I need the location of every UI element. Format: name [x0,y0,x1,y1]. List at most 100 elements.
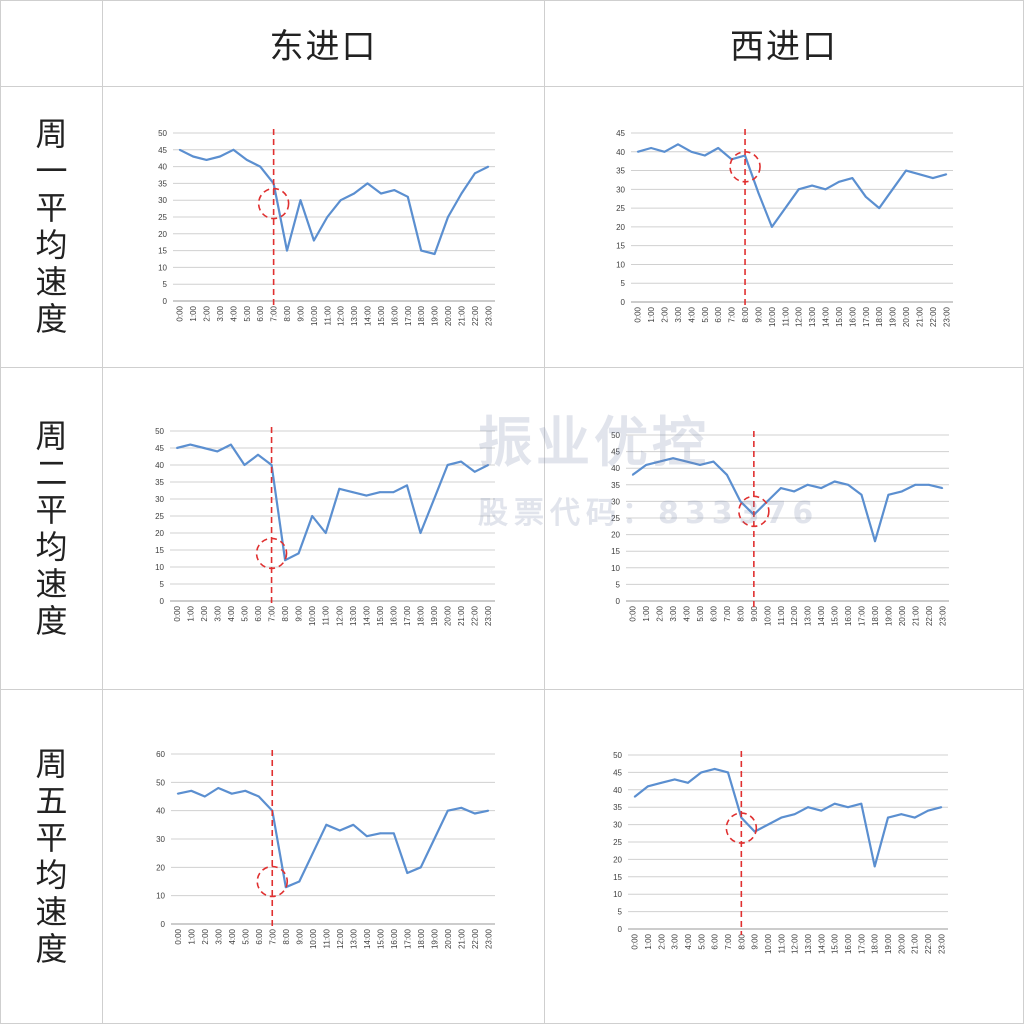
series-line [179,148,489,256]
y-tick-label: 20 [616,223,625,232]
data-point [927,809,929,812]
y-tick-label: 35 [611,481,620,490]
row-header-tuesday-label: 周二平均速度 [35,416,68,640]
data-point [446,809,449,812]
y-tick-label: 25 [155,512,164,521]
data-point [807,806,809,809]
data-point [286,249,288,252]
series-line [177,786,489,889]
x-tick-label: 3:00 [669,605,678,621]
data-point [685,460,688,463]
data-point [203,795,206,798]
y-tick-label: 5 [163,280,168,289]
data-point [338,829,341,832]
x-tick-label: 6:00 [256,305,265,321]
x-tick-label: 15:00 [835,306,844,327]
column-header-east-label: 东进口 [269,27,378,67]
data-point [727,771,729,774]
x-tick-label: 12:00 [337,305,346,326]
y-tick-label: 5 [621,279,626,288]
data-point [311,852,314,855]
y-tick-label: 45 [616,129,625,138]
data-point [833,480,836,483]
x-tick-label: 6:00 [255,928,264,944]
data-point [699,463,701,466]
data-point [299,199,302,202]
x-tick-label: 17:00 [403,605,412,626]
data-point [914,483,917,486]
x-tick-label: 2:00 [661,306,670,322]
y-tick-label: 15 [158,247,167,256]
data-point [433,253,436,255]
y-tick-label: 25 [158,213,167,222]
data-point [460,192,463,195]
x-tick-label: 13:00 [349,928,358,949]
data-point [259,165,262,168]
data-point [190,789,193,792]
x-tick-label: 15:00 [376,928,385,949]
data-point [860,802,863,805]
y-tick-label: 40 [156,807,165,816]
x-tick-label: 8:00 [737,933,746,949]
chart-monday-east: 0 5 10 15 20 25 30 35 40 45 50 0:00 1:00 2:00 3:00 4:00… [158,129,495,326]
y-tick-label: 60 [156,750,165,759]
x-tick-label: 15:00 [831,605,840,626]
y-tick-label: 50 [156,778,165,787]
data-point [338,487,341,490]
data-point [797,188,800,191]
chart-cell-tuesday-west: 0 5 10 15 20 25 30 35 40 45 50 0:00 1:00 2:00 3:00 4:00… [544,367,1024,690]
x-tick-label: 7:00 [268,928,277,944]
data-point [811,184,814,187]
data-point [380,192,382,195]
x-tick-label: 13:00 [804,933,813,954]
x-tick-label: 18:00 [871,933,880,954]
x-tick-label: 7:00 [268,605,277,621]
data-point [770,225,773,228]
x-tick-label: 11:00 [323,305,332,325]
x-tick-label: 7:00 [723,605,732,621]
x-tick-label: 20:00 [444,928,453,949]
x-tick-label: 22:00 [471,928,480,949]
data-point [891,188,894,191]
data-point [887,493,890,496]
data-point [931,177,934,179]
x-tick-label: 18:00 [417,305,426,326]
highlight-circle [738,495,770,528]
data-point [900,490,903,493]
data-point [713,768,716,770]
data-point [631,473,634,476]
x-tick-label: 15:00 [377,305,386,326]
data-point [325,823,328,826]
x-tick-label: 3:00 [671,933,680,949]
row-header-tuesday: 周二平均速度 [0,367,103,690]
data-point [940,806,943,809]
data-point [378,491,381,494]
x-tick-label: 7:00 [724,933,733,949]
data-point [460,806,463,809]
data-point [487,809,490,812]
x-tick-label: 12:00 [790,605,799,626]
data-point [820,809,823,812]
data-point [660,781,663,784]
y-tick-label: 20 [158,230,167,239]
corner-cell [0,0,103,87]
x-tick-label: 5:00 [701,306,710,322]
x-tick-label: 11:00 [777,605,786,625]
y-tick-label: 10 [156,892,165,901]
series-line [176,443,489,562]
x-tick-label: 10:00 [310,305,319,326]
data-point [176,792,179,795]
column-header-west-label: 西进口 [730,27,838,67]
chart-tuesday-west: 0 5 10 15 20 25 30 35 40 45 50 0:00 1:00 2:00 3:00 4:00… [611,431,949,626]
series-line [634,767,942,868]
x-tick-label: 13:00 [804,605,813,626]
y-tick-label: 10 [616,260,625,269]
y-tick-label: 40 [613,786,622,795]
y-tick-label: 20 [155,529,164,538]
x-tick-label: 13:00 [349,605,358,626]
x-tick-label: 16:00 [848,306,857,327]
data-point [392,491,395,494]
x-tick-label: 21:00 [457,305,466,326]
y-tick-label: 5 [618,908,623,917]
x-tick-label: 3:00 [213,605,222,621]
